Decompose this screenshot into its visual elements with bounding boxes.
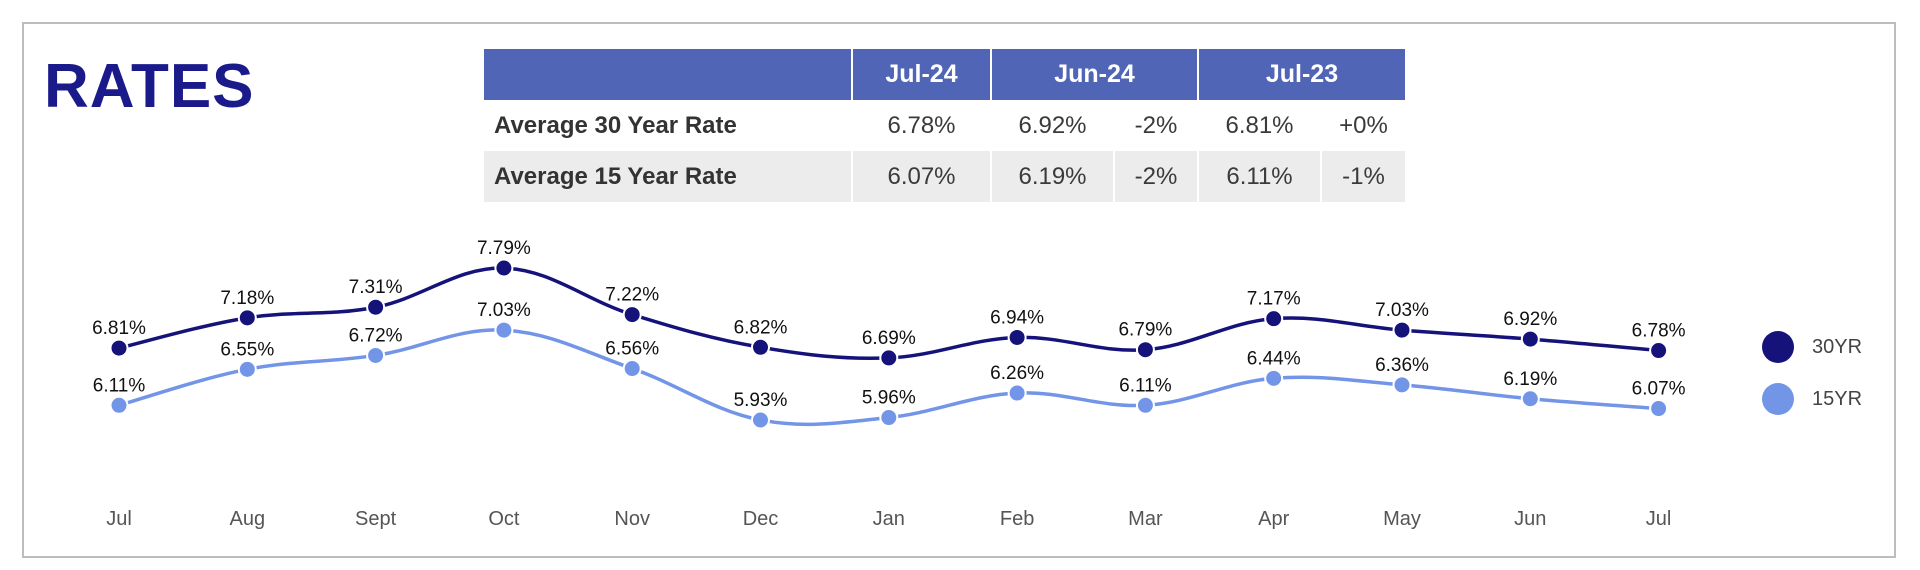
legend-label-30yr: 30YR bbox=[1812, 335, 1863, 358]
prev-year-change: +0% bbox=[1320, 100, 1405, 151]
prev-year-rate: 6.11% bbox=[1197, 151, 1321, 202]
prev-year-rate: 6.81% bbox=[1197, 100, 1321, 151]
data-point-30yr bbox=[879, 348, 899, 368]
x-tick-label: May bbox=[1383, 508, 1421, 530]
legend-item-15yr: 15YR bbox=[1762, 383, 1862, 415]
x-tick-label: Sept bbox=[355, 508, 397, 530]
data-point-15yr bbox=[366, 345, 386, 365]
data-label-15yr: 7.03% bbox=[477, 300, 531, 321]
data-point-30yr bbox=[494, 258, 514, 278]
x-tick-label: Nov bbox=[614, 508, 650, 530]
data-point-15yr bbox=[1264, 368, 1284, 388]
data-label-30yr: 6.69% bbox=[862, 328, 916, 349]
data-point-15yr bbox=[1392, 375, 1412, 395]
prev-month-change: -2% bbox=[1113, 151, 1198, 202]
data-point-30yr bbox=[1392, 320, 1412, 340]
table-row-15yr: Average 15 Year Rate 6.07% 6.19% -2% 6.1… bbox=[484, 151, 1405, 202]
table-header-current: Jul-24 bbox=[851, 49, 991, 100]
data-point-30yr bbox=[366, 297, 386, 317]
data-label-15yr: 6.56% bbox=[605, 339, 659, 360]
x-tick-label: Jul bbox=[1646, 508, 1672, 530]
prev-month-rate: 6.19% bbox=[990, 151, 1114, 202]
data-label-30yr: 6.81% bbox=[92, 318, 146, 339]
row-label: Average 30 Year Rate bbox=[494, 111, 737, 139]
data-point-30yr bbox=[1135, 340, 1155, 360]
table-header-row: Jul-24 Jun-24 Jul-23 bbox=[484, 49, 1405, 100]
legend-swatch-15yr bbox=[1762, 383, 1794, 415]
data-label-30yr: 7.22% bbox=[605, 285, 659, 306]
data-point-15yr bbox=[237, 359, 257, 379]
table-header-previous-year: Jul-23 bbox=[1197, 49, 1405, 100]
data-point-15yr bbox=[1007, 383, 1027, 403]
data-point-15yr bbox=[879, 408, 899, 428]
x-tick-label: Oct bbox=[488, 508, 520, 530]
legend-label-15yr: 15YR bbox=[1812, 387, 1863, 410]
current-rate: 6.78% bbox=[851, 100, 991, 151]
data-point-15yr bbox=[494, 320, 514, 340]
table-row-30yr: Average 30 Year Rate 6.78% 6.92% -2% 6.8… bbox=[484, 100, 1405, 151]
chart-frame bbox=[22, 22, 1896, 558]
rates-table: Jul-24 Jun-24 Jul-23 Average 30 Year Rat… bbox=[484, 49, 1405, 202]
data-label-30yr: 7.03% bbox=[1375, 300, 1429, 321]
row-label: Average 15 Year Rate bbox=[484, 151, 852, 202]
x-tick-label: Jul bbox=[106, 508, 132, 530]
legend-item-30yr: 30YR bbox=[1762, 331, 1862, 363]
data-point-30yr bbox=[1520, 329, 1540, 349]
data-label-15yr: 6.07% bbox=[1632, 379, 1686, 400]
data-label-15yr: 6.55% bbox=[220, 339, 274, 360]
data-point-15yr bbox=[109, 395, 129, 415]
data-label-15yr: 6.36% bbox=[1375, 355, 1429, 376]
data-point-30yr bbox=[1264, 309, 1284, 329]
data-point-30yr bbox=[1649, 341, 1669, 361]
prev-month-rate: 6.92% bbox=[990, 100, 1114, 151]
data-label-15yr: 6.19% bbox=[1503, 369, 1557, 390]
data-label-15yr: 6.26% bbox=[990, 363, 1044, 384]
data-point-15yr bbox=[1649, 399, 1669, 419]
legend-swatch-30yr bbox=[1762, 331, 1794, 363]
data-label-15yr: 6.44% bbox=[1247, 348, 1301, 369]
x-tick-label: Jun bbox=[1514, 508, 1546, 530]
data-label-30yr: 6.94% bbox=[990, 307, 1044, 328]
data-label-15yr: 5.93% bbox=[734, 390, 788, 411]
data-label-15yr: 6.11% bbox=[93, 375, 146, 396]
data-point-30yr bbox=[1007, 327, 1027, 347]
data-label-30yr: 7.79% bbox=[477, 238, 531, 259]
table-header-blank bbox=[484, 49, 852, 100]
x-tick-label: Aug bbox=[230, 508, 266, 530]
data-label-15yr: 5.96% bbox=[862, 388, 916, 409]
data-point-30yr bbox=[109, 338, 129, 358]
data-label-30yr: 7.17% bbox=[1247, 289, 1301, 310]
x-tick-label: Jan bbox=[873, 508, 905, 530]
data-point-30yr bbox=[751, 337, 770, 357]
x-tick-label: Mar bbox=[1128, 508, 1163, 530]
data-label-30yr: 7.18% bbox=[220, 288, 274, 309]
x-tick-label: Apr bbox=[1258, 508, 1289, 530]
prev-month-change: -2% bbox=[1113, 100, 1198, 151]
table-header-previous-month: Jun-24 bbox=[990, 49, 1198, 100]
data-point-15yr bbox=[1520, 389, 1540, 409]
prev-year-change: -1% bbox=[1320, 151, 1405, 202]
data-point-15yr bbox=[622, 359, 642, 379]
data-label-30yr: 6.82% bbox=[734, 317, 788, 338]
data-label-30yr: 6.79% bbox=[1118, 320, 1172, 341]
data-point-30yr bbox=[622, 305, 642, 325]
data-label-30yr: 7.31% bbox=[349, 277, 403, 298]
x-tick-label: Feb bbox=[1000, 508, 1034, 530]
data-label-15yr: 6.11% bbox=[1119, 375, 1172, 396]
data-point-30yr bbox=[237, 308, 257, 328]
data-label-15yr: 6.72% bbox=[349, 325, 403, 346]
data-label-30yr: 6.78% bbox=[1632, 321, 1686, 342]
data-label-30yr: 6.92% bbox=[1503, 309, 1557, 330]
data-point-15yr bbox=[751, 410, 770, 430]
data-point-15yr bbox=[1135, 395, 1155, 415]
current-rate: 6.07% bbox=[851, 151, 991, 202]
x-tick-label: Dec bbox=[743, 508, 779, 530]
page-title: RATES bbox=[44, 52, 255, 121]
